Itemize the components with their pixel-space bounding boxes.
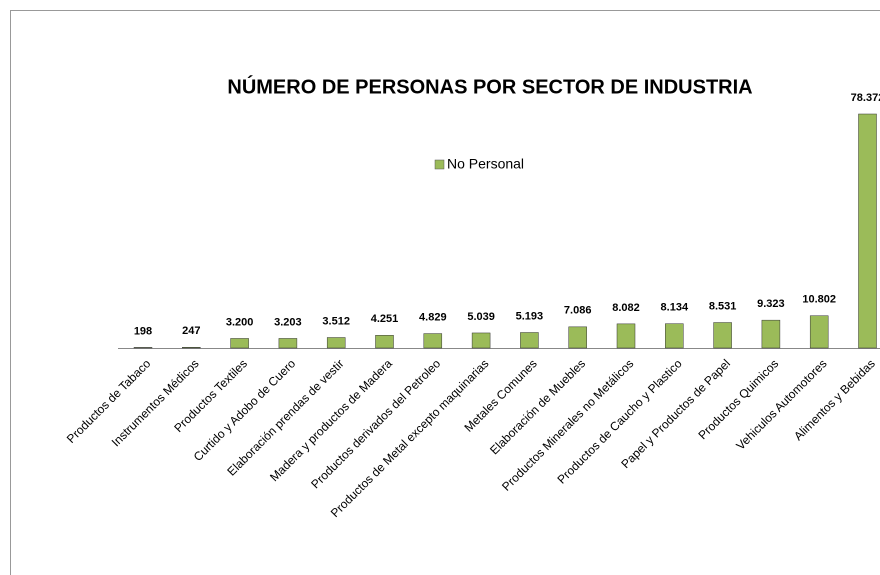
bar xyxy=(568,326,587,349)
value-label: 247 xyxy=(182,325,200,337)
value-label: 8.082 xyxy=(612,302,640,314)
value-label: 78.372 xyxy=(851,92,880,104)
bar xyxy=(858,113,877,349)
bar xyxy=(809,315,829,349)
bar xyxy=(616,323,636,349)
value-label: 5.193 xyxy=(516,310,544,322)
bar xyxy=(326,337,346,349)
bar xyxy=(182,347,201,349)
value-label: 198 xyxy=(134,325,152,337)
value-label: 10.802 xyxy=(802,294,836,306)
value-label: 8.531 xyxy=(709,300,737,312)
bar xyxy=(713,322,732,349)
bar xyxy=(278,338,298,349)
value-label: 4.829 xyxy=(419,311,447,323)
bar xyxy=(761,319,781,349)
value-label: 3.200 xyxy=(226,316,254,328)
value-label: 3.512 xyxy=(322,315,350,327)
legend-swatch xyxy=(434,159,445,170)
chart-title: NÚMERO DE PERSONAS POR SECTOR DE INDUSTR… xyxy=(227,74,752,98)
bar xyxy=(133,347,153,349)
bar xyxy=(471,332,491,349)
value-label: 4.251 xyxy=(371,313,399,325)
bar xyxy=(375,335,394,349)
value-label: 8.134 xyxy=(661,302,689,314)
value-label: 5.039 xyxy=(467,311,495,323)
value-label: 3.203 xyxy=(274,316,302,328)
bar xyxy=(423,333,443,349)
legend-label: No Personal xyxy=(447,156,524,172)
value-label: 9.323 xyxy=(757,298,785,310)
value-label: 7.086 xyxy=(564,305,592,317)
chart-frame xyxy=(10,10,880,575)
bar xyxy=(665,323,684,349)
bar xyxy=(230,338,249,349)
bar xyxy=(520,332,539,349)
